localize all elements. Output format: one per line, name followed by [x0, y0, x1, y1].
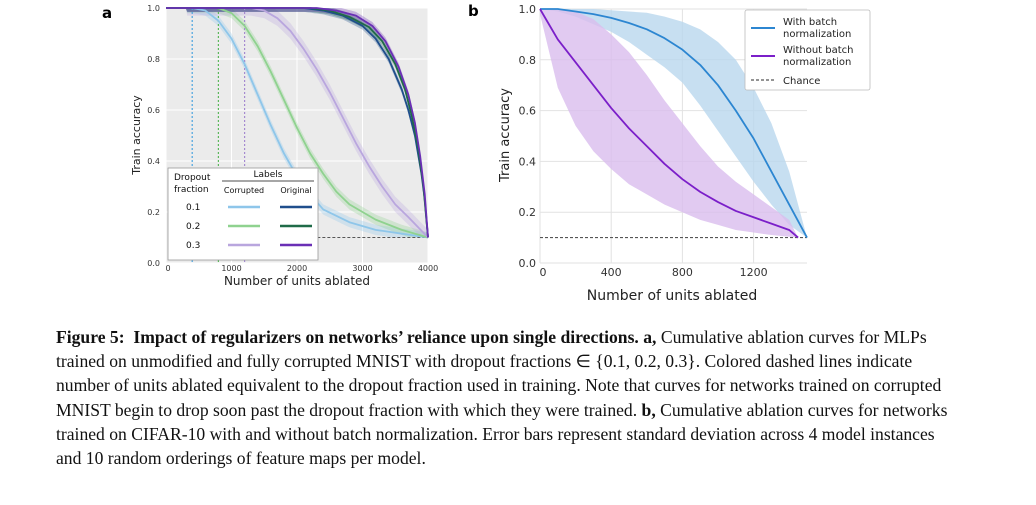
- panel-a-band-corrupted-0.2: [166, 8, 428, 238]
- caption-label: Figure 5:: [56, 327, 125, 347]
- caption-a-text: Cumulative ablation curves for MLPs trai…: [56, 327, 942, 420]
- legend-group-header: Labels: [254, 170, 283, 180]
- panel-a-chart: a 0 1000 2000 3000 4000 0.0 0.2 0.4 0.6 0.8 1.0 Nu…: [102, 4, 438, 288]
- panel-b-line-with-bn: [540, 8, 808, 239]
- panel-b-xtick-0: 0: [540, 266, 547, 279]
- panel-a-band-corrupted-0.3: [166, 8, 428, 238]
- panel-b-ytick-5: 1.0: [519, 3, 537, 16]
- legend-without-bn-line2: normalization: [783, 57, 851, 68]
- panel-b-letter: b: [468, 2, 479, 20]
- caption-a-label: a,: [643, 327, 657, 347]
- panel-b-xtick-3: 1200: [740, 266, 768, 279]
- panel-a-tick-labels: 0 1000 2000 3000 4000 0.0 0.2 0.4 0.6 0.8 1.0: [147, 4, 438, 273]
- legend-with-bn-line2: normalization: [783, 29, 851, 40]
- panel-b-ytick-0: 0.0: [519, 257, 537, 270]
- panel-a-line-corrupted-0.2: [166, 7, 429, 239]
- panel-b-ytick-3: 0.6: [519, 105, 537, 118]
- panel-b-legend-box: [744, 9, 871, 91]
- panel-a-error-bands: [166, 8, 428, 238]
- panel-b-xtick-1: 400: [601, 266, 622, 279]
- legend-col-corrupted: Corrupted: [224, 186, 264, 195]
- panel-b-tick-labels: 0 400 800 1200 0.0 0.2 0.4 0.6 0.8 1.0: [519, 3, 768, 279]
- legend-row-0.2: 0.2: [186, 222, 200, 232]
- panel-a-letter: a: [102, 4, 112, 22]
- panel-a-ytick-3: 0.6: [147, 106, 160, 115]
- panel-a-ytick-2: 0.4: [147, 157, 160, 166]
- panel-a-ytick-5: 1.0: [147, 4, 160, 13]
- panel-a-xtick-3: 3000: [352, 264, 372, 273]
- panel-b-ytick-2: 0.4: [519, 155, 537, 168]
- caption-title: Impact of regularizers on networks’ reli…: [133, 327, 639, 347]
- panel-a-xtick-2: 2000: [287, 264, 307, 273]
- panel-a-xtick-1: 1000: [221, 264, 241, 273]
- panel-b-band-with-bn: [540, 9, 807, 238]
- panel-a-ylabel: Train accuracy: [130, 95, 143, 176]
- panel-a-xtick-0: 0: [165, 264, 170, 273]
- panel-b-series-lines: [539, 8, 808, 239]
- panel-a-ytick-1: 0.2: [147, 208, 160, 217]
- panel-b-chart: b 0 400 800 1200 0.0 0.2 0.4 0.6 0.8 1.0 Number o…: [468, 2, 871, 304]
- panel-b-ytick-4: 0.8: [519, 54, 537, 67]
- legend-without-bn-line1: Without batch: [783, 45, 854, 56]
- legend-row-0.1: 0.1: [186, 203, 200, 213]
- panel-b-ytick-1: 0.2: [519, 206, 537, 219]
- panel-b-error-bands: [540, 9, 807, 238]
- legend-chance: Chance: [783, 76, 820, 87]
- legend-col-original: Original: [280, 186, 311, 195]
- panel-a-xtick-4: 4000: [418, 264, 438, 273]
- caption-b-text: Cumulative ablation curves for networks …: [56, 399, 948, 469]
- legend-with-bn-line1: With batch: [783, 17, 837, 28]
- panel-a-legend: Dropout fraction Labels Corrupted Origin…: [167, 167, 319, 261]
- legend-row-0.3: 0.3: [186, 241, 200, 251]
- panel-b-band-without-bn: [540, 9, 799, 238]
- panel-b-line-without-bn: [539, 8, 799, 239]
- panel-a-line-original-0.3: [166, 7, 429, 238]
- caption-b-label: b,: [641, 399, 656, 420]
- legend-dropout-header-line1: Dropout: [174, 173, 211, 183]
- panel-a-ytick-0: 0.0: [147, 259, 160, 268]
- panel-b-ylabel: Train accuracy: [498, 88, 513, 183]
- legend-dropout-header-line2: fraction: [174, 185, 209, 195]
- panel-b-xlabel: Number of units ablated: [587, 288, 757, 304]
- panel-a-line-corrupted-0.3: [166, 7, 429, 239]
- panel-b-xtick-2: 800: [672, 266, 693, 279]
- panel-a-ytick-4: 0.8: [147, 55, 160, 64]
- panel-a-xlabel: Number of units ablated: [224, 274, 370, 288]
- figure-caption: Figure 5: Impact of regularizers on netw…: [56, 325, 956, 470]
- panel-a-line-corrupted-0.1: [166, 7, 429, 239]
- panel-a-series-lines: [166, 7, 429, 239]
- panel-b-legend: With batch normalization Without batch n…: [744, 9, 871, 91]
